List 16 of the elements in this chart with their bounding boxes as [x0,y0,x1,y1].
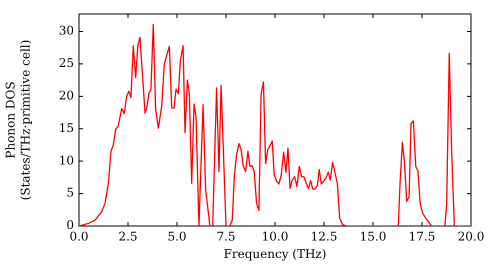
x-tick-label: 12.5 [310,229,338,244]
x-tick-label: 17.5 [408,229,436,244]
y-tick-label: 25 [58,56,74,70]
x-tick-label: 20.0 [458,229,484,244]
x-tick-label: 7.5 [216,229,236,244]
x-axis-title: Frequency (THz) [224,246,326,261]
y-tick-label: 20 [58,88,74,102]
x-tick-label: 15.0 [360,229,386,244]
y-tick-label: 15 [58,120,74,135]
x-tick-label: 2.5 [118,229,138,244]
y-tick-label: 30 [58,24,74,38]
x-tick-label: 10.0 [262,229,288,244]
y-tick-label: 5 [66,186,74,200]
x-tick-label: 5.0 [167,229,187,244]
y-axis-title: Phonon DOS (States/THz·primitive cell) [4,40,33,200]
y-tick-label: 10 [58,153,74,168]
